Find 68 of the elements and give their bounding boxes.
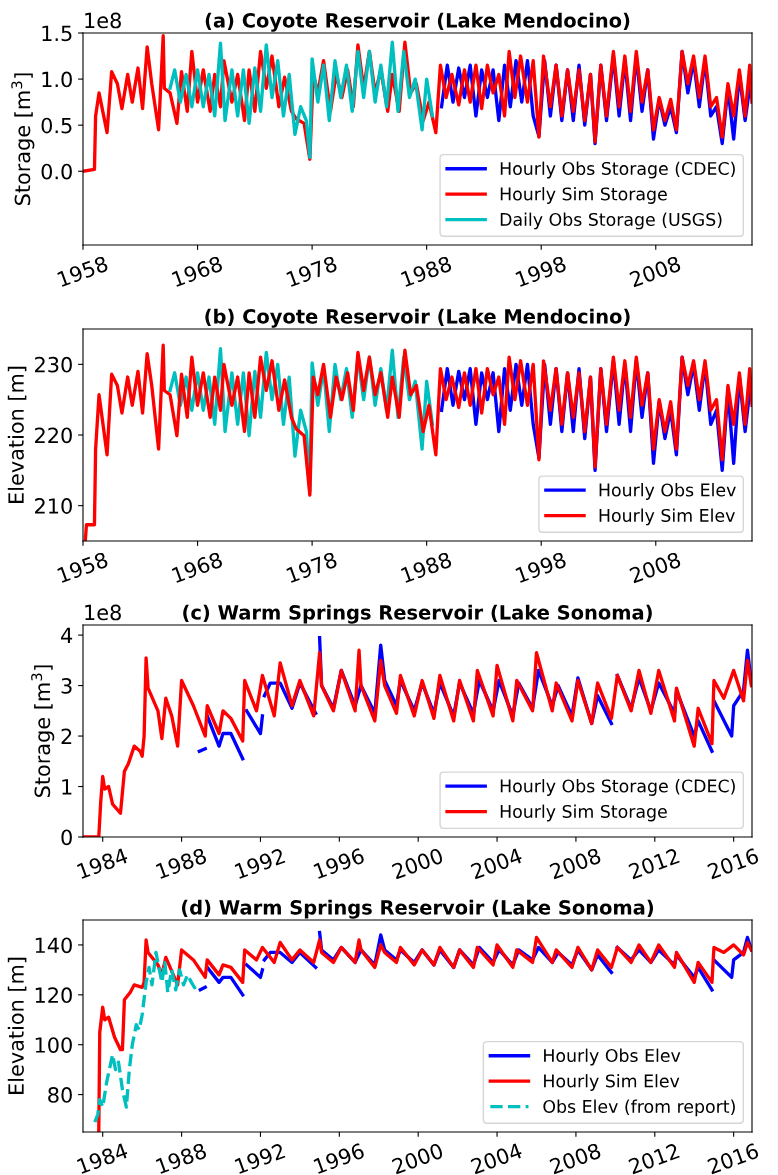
y-tick-label: 1.5: [42, 25, 72, 42]
text: 1e8: [85, 12, 121, 29]
x-tick-label: 1984: [76, 1142, 129, 1175]
y-tick-label: 1.0: [42, 71, 72, 88]
x-tick-label: 1996: [313, 847, 366, 880]
legend-label: Hourly Obs Storage (CDEC): [500, 161, 735, 179]
chart-title: (a) Coyote Reservoir (Lake Mendocino): [205, 12, 630, 32]
y-tick-label: 100: [35, 1037, 72, 1053]
x-tick-label: 1988: [155, 847, 208, 880]
y-tick-label: 210: [35, 498, 72, 514]
legend-label: Hourly Sim Storage: [500, 187, 667, 204]
y-axis-title: Storage [m$^{3}$]: [11, 73, 35, 206]
y-tick-label: 0: [61, 829, 72, 846]
x-tick-label: 1988: [400, 551, 453, 584]
text: 1e8: [85, 604, 121, 621]
y-tick-label: 3: [61, 678, 72, 694]
x-tick-label: 2008: [628, 255, 682, 288]
y-tick-label: 80: [48, 1087, 72, 1103]
x-tick-label: 2012: [628, 1142, 680, 1175]
x-tick-label: 2008: [628, 551, 682, 584]
x-tick-label: 2004: [470, 847, 523, 880]
x-tick-label: 1988: [155, 1142, 208, 1175]
legend-label: Hourly Sim Storage: [500, 804, 667, 822]
x-tick-label: 1992: [234, 847, 286, 880]
y-tick-label: 220: [35, 427, 72, 444]
x-tick-label: 1998: [515, 551, 567, 584]
legend-label: Hourly Obs Storage (CDEC): [500, 779, 735, 796]
x-tick-label: 1978: [286, 255, 338, 288]
legend-label: Hourly Obs Elev: [544, 1048, 681, 1066]
legend-label: Obs Elev (from report): [543, 1099, 735, 1117]
x-tick-label: 1988: [400, 255, 453, 288]
x-tick-label: 2012: [628, 847, 680, 880]
line-series: [168, 40, 435, 160]
x-tick-label: 2008: [549, 847, 602, 880]
x-tick-label: 1978: [286, 551, 338, 584]
y-tick-label: 2: [61, 728, 72, 744]
x-tick-label: 2004: [470, 1142, 523, 1175]
chart-title: (d) Warm Springs Reservoir (Lake Sonoma): [181, 899, 654, 919]
y-axis-title: Storage [m$^{3}$]: [31, 665, 55, 798]
legend-label: Hourly Sim Elev: [599, 508, 735, 526]
y-axis-title: Elevation [m]: [7, 957, 27, 1094]
legend-label: Hourly Sim Elev: [544, 1074, 680, 1091]
y-axis-title: Elevation [m]: [7, 366, 27, 503]
legend-label: Hourly Obs Elev: [599, 483, 736, 500]
chart-title: (c) Warm Springs Reservoir (Lake Sonoma): [183, 604, 652, 624]
y-tick-label: 0.5: [41, 117, 72, 134]
x-tick-label: 1958: [56, 255, 109, 288]
y-tick-label: 140: [35, 937, 72, 954]
x-tick-label: 1984: [76, 847, 129, 880]
line-series: [97, 935, 752, 1132]
x-tick-label: 1958: [56, 551, 109, 584]
y-tick-label: 1: [62, 779, 72, 795]
x-tick-label: 2008: [549, 1142, 602, 1175]
x-tick-label: 2016: [706, 847, 760, 880]
x-tick-label: 1968: [171, 551, 224, 584]
y-tick-label: 120: [35, 987, 72, 1004]
legend-label: Daily Obs Storage (USGS): [500, 212, 722, 230]
x-tick-label: 1996: [313, 1142, 366, 1175]
x-tick-label: 1992: [234, 1142, 286, 1175]
x-tick-label: 1968: [171, 255, 224, 288]
x-tick-label: 1998: [515, 255, 567, 288]
x-tick-label: 2000: [391, 847, 444, 880]
y-tick-label: 4: [61, 627, 73, 644]
x-tick-label: 2000: [391, 1142, 444, 1175]
y-tick-label: 0.0: [41, 163, 72, 180]
chart-title: (b) Coyote Reservoir (Lake Mendocino): [205, 308, 630, 328]
y-tick-label: 230: [35, 356, 72, 373]
x-tick-label: 2016: [706, 1142, 760, 1175]
